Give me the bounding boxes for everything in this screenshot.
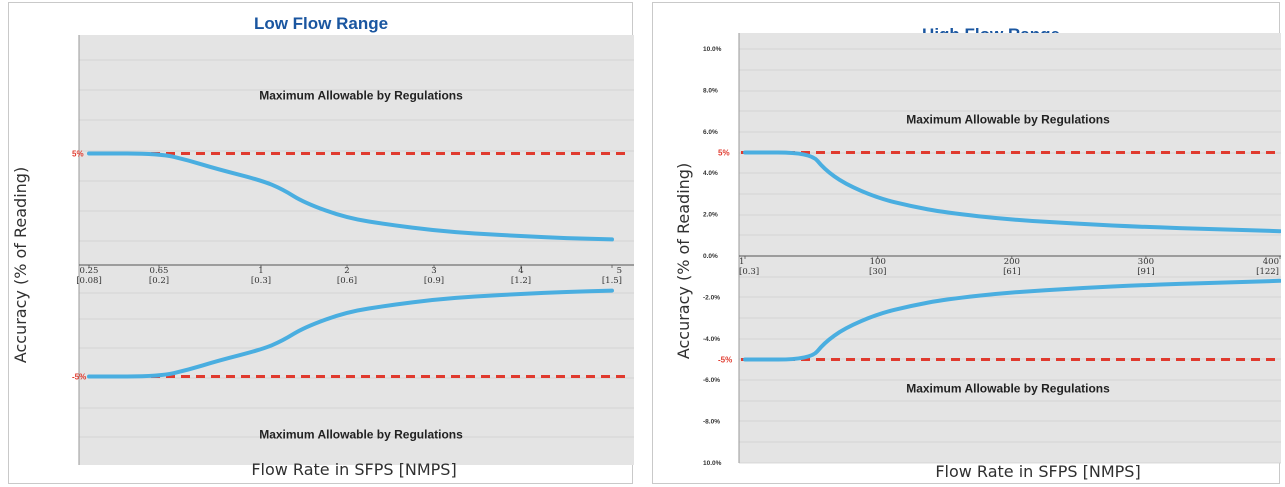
- x-tick-sublabel: [0.3]: [739, 267, 759, 277]
- x-tick-sublabel: [0.6]: [337, 276, 357, 286]
- y-tick-label: -2.0%: [703, 294, 720, 301]
- x-tick-sublabel: [1.2]: [511, 276, 531, 286]
- x-tick-sublabel: [0.08]: [76, 276, 102, 286]
- x-tick-sublabel: [61]: [1003, 267, 1020, 277]
- y-tick-label: 4.0%: [703, 170, 718, 177]
- regulation-limit-label: 5%: [718, 149, 730, 158]
- x-tick-label: 0.65: [150, 266, 169, 276]
- regulation-annotation: Maximum Allowable by Regulations: [259, 89, 463, 103]
- plot-background: [739, 33, 1281, 463]
- y-axis-label: Accuracy (% of Reading): [674, 163, 693, 359]
- x-tick-sublabel: [0.2]: [149, 276, 169, 286]
- x-tick-sublabel: [122]: [1256, 267, 1279, 277]
- regulation-limit-label: -5%: [718, 356, 732, 365]
- y-tick-label: -4.0%: [703, 336, 720, 343]
- plot-area: 10.0% 8.0% 6.0% 4.0% 2.0% 0.0% -2.0% -4.0% -6.0%…: [703, 33, 1281, 467]
- x-axis-label: Flow Rate in SFPS [NMPS]: [251, 460, 456, 479]
- x-tick-label: 300: [1138, 257, 1154, 267]
- lower-accuracy-curve: [87, 288, 614, 379]
- lower-accuracy-curve: [743, 278, 1281, 362]
- regulation-limit-label: 5%: [72, 150, 84, 159]
- x-tick-label: 200: [1004, 257, 1020, 267]
- x-tick-label: 0.25: [80, 266, 99, 276]
- x-tick-label: 3: [431, 266, 436, 276]
- plot-background: [79, 35, 634, 465]
- low-flow-chart: Low Flow Range 0.25[0.08] 0.65[0.2] 1[0.3]…: [11, 14, 634, 479]
- y-tick-label: -6.0%: [703, 377, 720, 384]
- upper-accuracy-curve: [87, 151, 614, 242]
- y-tick-label: -8.0%: [703, 419, 720, 426]
- x-tick-sublabel: [30]: [869, 267, 886, 277]
- regulation-annotation: Maximum Allowable by Regulations: [906, 112, 1110, 126]
- x-tick-label: 400: [1263, 257, 1279, 267]
- y-tick-label: 2.0%: [703, 212, 718, 219]
- low-flow-chart-panel: Low Flow Range 0.25 [0.08] 0.65 [0.2] 1 [0.3]…: [8, 2, 634, 484]
- x-tick-label: 4: [518, 266, 523, 276]
- x-axis-label: Flow Rate in SFPS [NMPS]: [935, 462, 1140, 481]
- plot-area: 0.25[0.08]0.65[0.2]1[0.3]2[0.6]3[0.9]4[1…: [72, 35, 634, 465]
- x-tick-label: 1: [258, 266, 263, 276]
- regulation-annotation: Maximum Allowable by Regulations: [259, 427, 463, 441]
- x-tick-sublabel: [0.9]: [424, 276, 444, 286]
- y-axis-label: Accuracy (% of Reading): [11, 167, 30, 363]
- x-tick-label: 1: [739, 257, 744, 267]
- y-tick-label: 10.0%: [703, 46, 722, 53]
- y-tick-label: 6.0%: [703, 129, 718, 136]
- high-flow-chart: High Flow Range 10.0%8.0%6.0%4.0%2.0%0.0…: [674, 25, 1281, 481]
- x-tick-label: 5: [617, 266, 622, 276]
- x-tick-sublabel: [0.3]: [251, 276, 271, 286]
- chart-title: Low Flow Range: [254, 14, 388, 33]
- x-tick-label: 100: [870, 257, 886, 267]
- y-tick-label: 0.0%: [703, 253, 718, 260]
- upper-accuracy-curve: [743, 150, 1281, 234]
- y-tick-label: 8.0%: [703, 87, 718, 94]
- high-flow-chart-panel: High Flow Range 10.0%8.0%6.0%4.0%2.0%0.0…: [652, 2, 1281, 484]
- y-tick-label: 10.0%: [703, 460, 722, 467]
- regulation-limit-label: -5%: [72, 373, 86, 382]
- x-tick-label: 2: [344, 266, 349, 276]
- x-tick-sublabel: [1.5]: [602, 276, 622, 286]
- regulation-annotation: Maximum Allowable by Regulations: [906, 381, 1110, 395]
- x-tick-sublabel: [91]: [1137, 267, 1154, 277]
